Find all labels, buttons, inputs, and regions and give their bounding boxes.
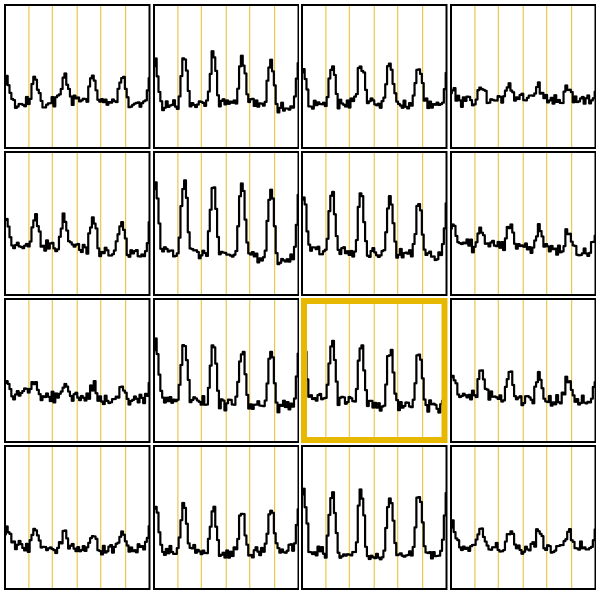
- panel-r3-c3: [450, 445, 597, 590]
- panel-r1-c3: [450, 151, 597, 296]
- panel-r1-c2: [301, 151, 448, 296]
- panel-r3-c0: [4, 445, 151, 590]
- panel-r2-c3: [450, 298, 597, 443]
- panel-r1-c0: [4, 151, 151, 296]
- panel-r0-c0: [4, 4, 151, 149]
- panel-r2-c1: [153, 298, 300, 443]
- panel-r3-c2: [301, 445, 448, 590]
- panel-r1-c1: [153, 151, 300, 296]
- panel-r3-c1: [153, 445, 300, 590]
- panel-r0-c2: [301, 4, 448, 149]
- panel-grid: [0, 0, 600, 594]
- panel-r0-c1: [153, 4, 300, 149]
- panel-r2-c2: [301, 298, 448, 443]
- panel-r0-c3: [450, 4, 597, 149]
- panel-r2-c0: [4, 298, 151, 443]
